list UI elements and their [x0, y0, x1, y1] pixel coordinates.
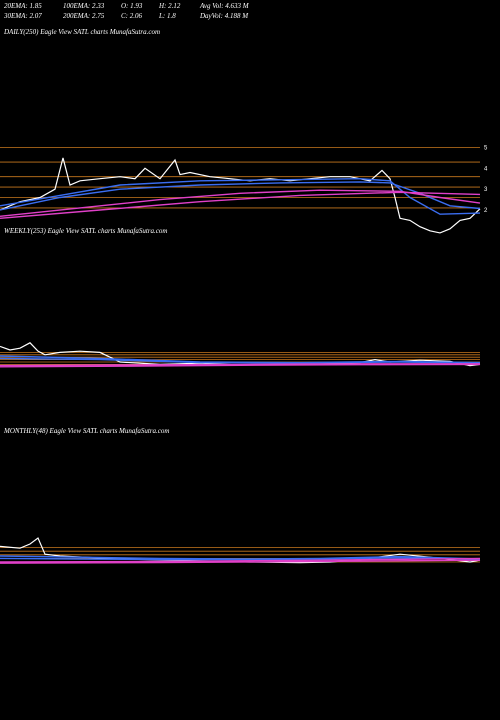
- stat-high: H: 2.12: [159, 2, 181, 10]
- stat-200ema: 200EMA: 2.75: [63, 12, 105, 20]
- weekly-ema_short-line-2: [0, 357, 481, 364]
- monthly-chart-title: MONTHLY(48) Eagle View SATL charts Munaf…: [4, 427, 170, 435]
- stat-30ema: 30EMA: 2.07: [4, 12, 42, 20]
- stat-20ema: 20EMA: 1.85: [4, 2, 42, 10]
- daily-y-tick-label-2: 3: [484, 187, 488, 193]
- stat-close: C: 2.06: [121, 12, 142, 20]
- stat-day-vol: DayVol: 4.188 M: [200, 12, 249, 20]
- stat-100ema: 100EMA: 2.33: [63, 2, 105, 10]
- weekly-ema_long-line-3: [0, 363, 480, 367]
- stat-open: O: 1.93: [121, 2, 143, 10]
- stat-low: L: 1.8: [159, 12, 176, 20]
- daily-ema_long-line-4: [0, 191, 481, 219]
- weekly-chart: [0, 342, 481, 368]
- daily-y-tick-label-0: 5: [484, 146, 488, 152]
- monthly-ema_long-line-3: [0, 557, 481, 563]
- daily-ema_short-line-2: [0, 181, 481, 211]
- monthly-ema_short-line-2: [0, 557, 481, 561]
- daily-y-tick-label-3: 2: [484, 208, 488, 214]
- daily-chart-title: DAILY(250) Eagle View SATL charts Munafa…: [4, 28, 161, 36]
- stat-avg-vol: Avg Vol: 4.633 M: [200, 2, 249, 10]
- weekly-ema_long-line-4: [0, 363, 481, 368]
- monthly-chart: [0, 537, 481, 564]
- daily-chart: 5 4 3 2: [0, 146, 488, 234]
- daily-ema_short-line-1: [0, 177, 481, 215]
- monthly-ema_long-line-4: [0, 559, 481, 564]
- daily-y-tick-label-1: 4: [484, 166, 488, 172]
- daily-ema_long-line-3: [0, 189, 481, 217]
- weekly-chart-title: WEEKLY(253) Eagle View SATL charts Munaf…: [4, 227, 168, 235]
